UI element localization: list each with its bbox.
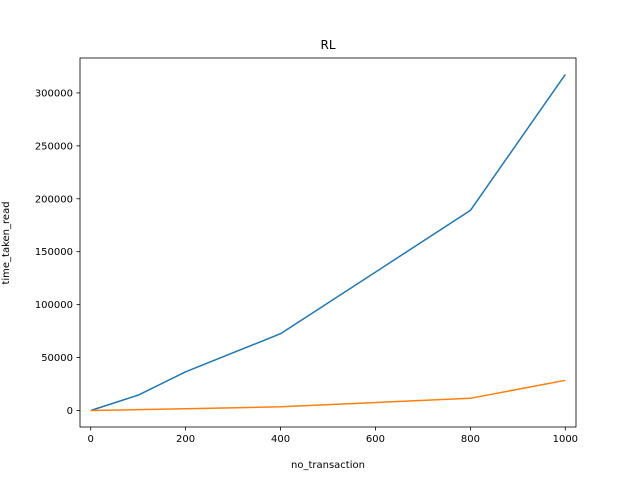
plot-lines (90, 73, 566, 412)
x-tick-label: 0 (87, 434, 93, 445)
y-tick-label: 50000 (41, 353, 73, 364)
plot-frame (79, 57, 577, 428)
series-line-2 (90, 379, 566, 412)
y-tick-label: 300000 (35, 88, 73, 99)
y-tick-label: 0 (67, 406, 73, 417)
y-tick-label: 200000 (35, 194, 73, 205)
series-line-1 (90, 73, 566, 412)
x-axis-ticks: 0 200 400 600 800 1000 (87, 427, 578, 445)
y-axis-label: time_taken_read (1, 201, 12, 284)
y-axis-ticks: 0 50000 100000 150000 200000 250000 300000 (35, 88, 80, 417)
x-tick-label: 400 (271, 434, 290, 445)
chart-title: RL (320, 38, 335, 52)
x-tick-label: 200 (176, 434, 195, 445)
x-tick-label: 800 (461, 434, 480, 445)
x-tick-label: 1000 (553, 434, 578, 445)
y-tick-label: 250000 (35, 141, 73, 152)
y-tick-label: 150000 (35, 247, 73, 258)
x-axis-label: no_transaction (291, 460, 365, 471)
y-tick-label: 100000 (35, 300, 73, 311)
x-tick-label: 600 (366, 434, 385, 445)
